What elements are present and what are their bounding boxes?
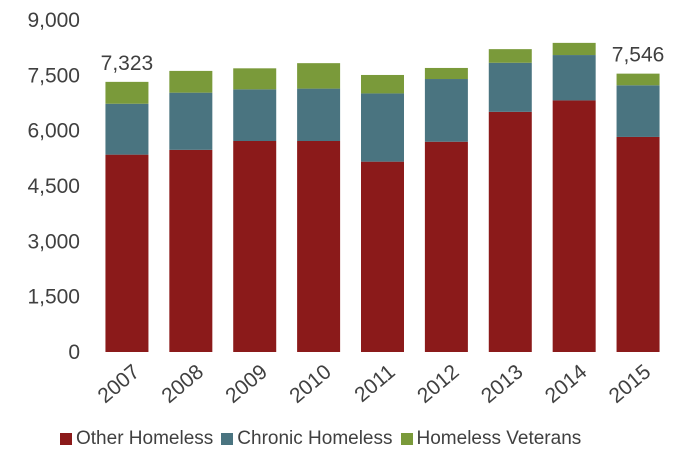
y-tick-label: 6,000 bbox=[27, 120, 80, 143]
bar-segment-other-homeless-2010 bbox=[297, 140, 341, 352]
stacked-bar-chart: 0 1,500 3,000 4,500 6,000 7,500 9,000 2007 2008… bbox=[27, 9, 665, 408]
legend-item: Other Homeless bbox=[60, 428, 213, 450]
y-tick-label: 3,000 bbox=[27, 230, 80, 253]
x-tick-label: 2012 bbox=[413, 360, 464, 408]
bar-segment-chronic-homeless-2011 bbox=[361, 93, 404, 162]
bar-segment-homeless-veterans-2009 bbox=[233, 68, 277, 90]
annotations: 7,323 7,546 bbox=[101, 44, 665, 75]
x-tick-label: 2013 bbox=[477, 360, 528, 408]
bar-segment-homeless-veterans-2014 bbox=[552, 42, 596, 56]
bar-segment-other-homeless-2007 bbox=[105, 154, 149, 352]
legend-item: Homeless Veterans bbox=[400, 428, 582, 450]
legend: Other Homeless Chronic Homeless Homeless V… bbox=[60, 428, 589, 450]
bar-segment-chronic-homeless-2015 bbox=[616, 85, 660, 137]
y-tick-label: 4,500 bbox=[27, 175, 80, 198]
y-tick-label: 0 bbox=[68, 341, 80, 364]
x-tick-label: 2011 bbox=[350, 360, 399, 407]
bar-segment-chronic-homeless-2013 bbox=[488, 62, 532, 112]
x-tick-label: 2007 bbox=[94, 360, 145, 408]
bar-segment-other-homeless-2009 bbox=[233, 140, 277, 352]
bar-segment-chronic-homeless-2010 bbox=[297, 88, 341, 141]
x-tick-label: 2010 bbox=[285, 360, 336, 408]
x-tick-label: 2014 bbox=[541, 360, 592, 408]
bar-segment-other-homeless-2012 bbox=[424, 141, 468, 352]
bar-segment-chronic-homeless-2007 bbox=[105, 103, 149, 155]
total-label: 7,546 bbox=[612, 44, 665, 67]
legend-label: Homeless Veterans bbox=[416, 428, 582, 449]
bar-segment-homeless-veterans-2011 bbox=[361, 74, 404, 94]
bar-segment-homeless-veterans-2013 bbox=[488, 49, 532, 63]
x-tick-label: 2008 bbox=[157, 360, 208, 408]
bar-segment-homeless-veterans-2012 bbox=[424, 67, 468, 80]
bar-segment-homeless-veterans-2007 bbox=[105, 81, 149, 104]
bar-segment-other-homeless-2008 bbox=[169, 149, 213, 352]
x-tick-label: 2009 bbox=[221, 360, 272, 408]
legend-swatch bbox=[60, 433, 72, 445]
legend-item: Chronic Homeless bbox=[221, 428, 393, 450]
bar-segment-other-homeless-2011 bbox=[361, 161, 404, 352]
y-tick-label: 1,500 bbox=[27, 286, 80, 309]
bar-segment-homeless-veterans-2010 bbox=[297, 63, 341, 89]
legend-label: Chronic Homeless bbox=[237, 428, 393, 449]
x-axis: 2007 2008 2009 2010 2011 2012 2013 2014 2015 bbox=[94, 360, 656, 408]
bars bbox=[105, 42, 660, 352]
x-tick-label: 2015 bbox=[605, 360, 656, 408]
bar-segment-chronic-homeless-2014 bbox=[552, 55, 596, 101]
total-label: 7,323 bbox=[101, 52, 154, 75]
bar-segment-chronic-homeless-2008 bbox=[169, 92, 213, 150]
legend-swatch bbox=[400, 433, 413, 445]
bar-segment-homeless-veterans-2015 bbox=[616, 73, 660, 86]
y-axis: 0 1,500 3,000 4,500 6,000 7,500 9,000 bbox=[27, 9, 80, 364]
legend-swatch bbox=[221, 433, 234, 445]
bar-segment-other-homeless-2014 bbox=[552, 100, 596, 352]
bar-segment-chronic-homeless-2009 bbox=[233, 89, 277, 141]
y-tick-label: 7,500 bbox=[27, 64, 80, 87]
bar-segment-chronic-homeless-2012 bbox=[424, 79, 468, 142]
bar-segment-other-homeless-2015 bbox=[616, 136, 660, 352]
bar-segment-other-homeless-2013 bbox=[488, 111, 532, 352]
y-tick-label: 9,000 bbox=[27, 9, 80, 32]
legend-label: Other Homeless bbox=[76, 428, 214, 449]
bar-segment-homeless-veterans-2008 bbox=[169, 70, 213, 93]
